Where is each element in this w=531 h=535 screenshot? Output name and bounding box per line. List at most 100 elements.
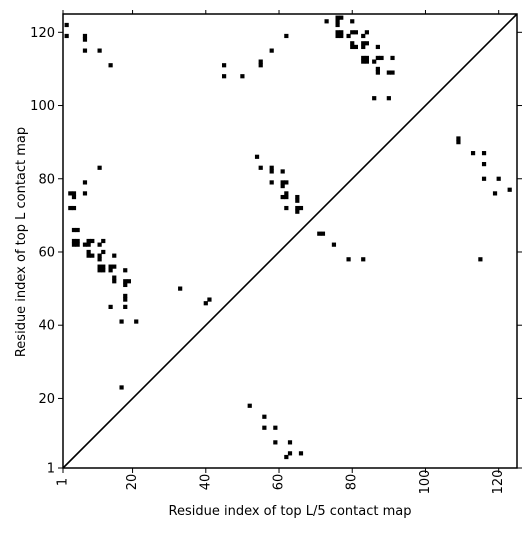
- contact-point: [335, 22, 340, 28]
- contact-point: [112, 275, 117, 280]
- contact-point: [298, 451, 304, 456]
- contact-point: [335, 19, 340, 24]
- contact-point: [134, 319, 139, 324]
- contact-point: [126, 279, 131, 284]
- contact-point: [86, 249, 91, 255]
- contact-point: [112, 253, 117, 258]
- y-tick-label: 1: [47, 462, 55, 477]
- contact-point: [64, 22, 69, 28]
- contact-point: [71, 194, 77, 200]
- contact-point: [108, 264, 113, 269]
- contact-point: [112, 264, 117, 269]
- contact-point: [481, 176, 487, 181]
- contact-point: [280, 180, 285, 185]
- x-tick-label: 1: [56, 478, 71, 486]
- contact-point: [364, 59, 369, 64]
- contact-point: [346, 257, 351, 262]
- contact-point: [298, 205, 304, 211]
- y-tick-label: 120: [30, 26, 55, 41]
- contact-point: [86, 238, 91, 244]
- contact-point: [108, 268, 113, 273]
- contact-point: [507, 187, 512, 192]
- contact-point: [262, 425, 267, 430]
- contact-point: [284, 454, 289, 460]
- contact-point: [123, 268, 128, 273]
- contact-point: [339, 30, 344, 35]
- contact-point: [295, 194, 300, 200]
- contact-point: [364, 55, 369, 61]
- contact-point: [101, 238, 106, 244]
- contact-point: [123, 297, 128, 302]
- contact-point: [280, 183, 285, 189]
- contact-point: [478, 257, 483, 262]
- contact-point: [350, 30, 355, 35]
- contact-point: [339, 33, 344, 39]
- contact-point: [101, 268, 106, 273]
- contact-point: [390, 55, 395, 61]
- contact-point: [335, 33, 340, 39]
- contact-point: [207, 297, 212, 302]
- x-tick-label: 20: [125, 474, 140, 491]
- contact-point: [361, 55, 366, 61]
- x-tick-label: 80: [345, 474, 360, 491]
- contact-point: [97, 242, 102, 247]
- contact-point: [258, 63, 263, 68]
- plot-frame: [62, 13, 518, 469]
- contact-point: [82, 191, 88, 196]
- contact-point: [287, 440, 293, 445]
- contact-point: [71, 242, 77, 247]
- contact-point: [372, 96, 377, 101]
- contact-point: [320, 231, 326, 236]
- contact-point: [375, 55, 380, 61]
- contact-point: [273, 440, 278, 445]
- contact-point: [350, 19, 355, 24]
- contact-point: [284, 191, 289, 196]
- contact-point: [86, 253, 91, 258]
- contact-point: [386, 96, 391, 101]
- diagonal-line: [62, 13, 518, 469]
- contact-point: [375, 44, 380, 50]
- contact-point: [123, 304, 128, 309]
- contact-point: [364, 41, 369, 46]
- contact-point: [119, 319, 124, 324]
- contact-point: [350, 41, 355, 46]
- contact-point: [284, 180, 289, 185]
- contact-point: [273, 425, 278, 430]
- x-tick-label: 40: [198, 474, 213, 491]
- contact-point: [470, 151, 476, 156]
- contact-point: [240, 74, 245, 79]
- contact-point: [75, 227, 80, 233]
- contact-point: [97, 257, 102, 262]
- contact-point: [350, 44, 355, 50]
- contact-point: [364, 30, 369, 35]
- contact-point: [123, 293, 128, 299]
- contact-point: [101, 249, 106, 255]
- contact-point: [258, 59, 263, 64]
- contact-point: [82, 33, 88, 39]
- contact-point: [375, 70, 380, 75]
- y-tick-label: 40: [38, 319, 55, 334]
- contact-point: [262, 414, 267, 419]
- y-tick-label: 20: [38, 392, 55, 407]
- contact-point: [108, 304, 113, 309]
- contact-point: [456, 136, 461, 141]
- contact-point: [284, 194, 289, 200]
- contact-point: [123, 282, 128, 288]
- contact-point: [97, 165, 102, 170]
- contact-point: [75, 242, 80, 247]
- x-tick-label: 100: [418, 470, 433, 495]
- contact-point: [75, 238, 80, 244]
- contact-point: [496, 176, 501, 181]
- contact-point: [82, 180, 88, 185]
- contact-point: [247, 403, 252, 408]
- contact-point: [361, 33, 366, 39]
- y-tick-label: 60: [38, 245, 55, 260]
- contact-point: [101, 264, 106, 269]
- contact-point: [331, 242, 337, 247]
- contact-point: [361, 257, 366, 262]
- contact-point: [295, 209, 300, 214]
- contact-point: [90, 238, 95, 244]
- contact-point: [71, 205, 77, 211]
